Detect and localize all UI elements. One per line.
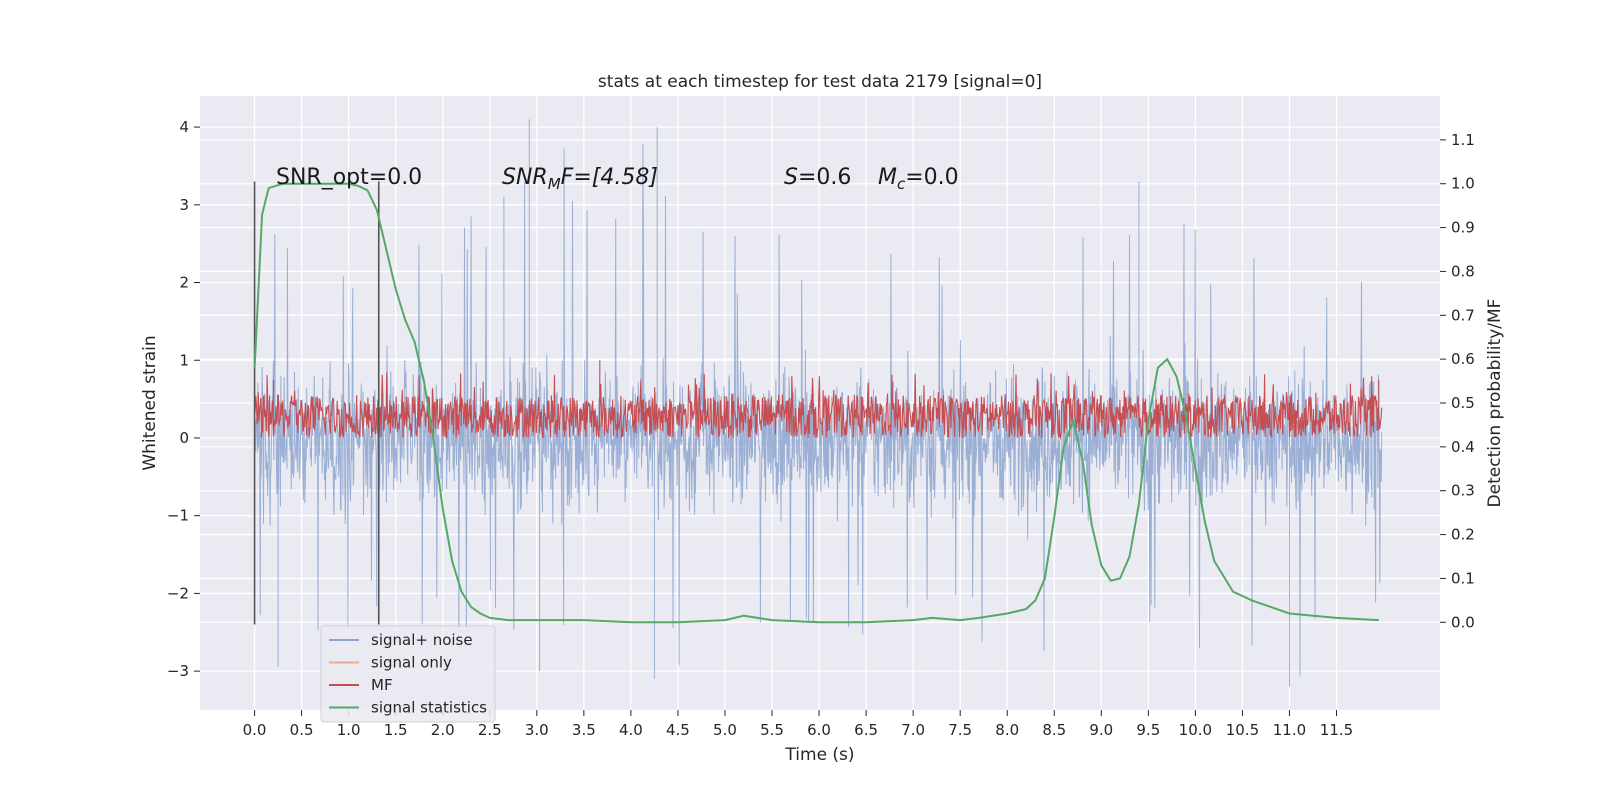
y-left-tick-label: 0 [179,429,189,447]
x-tick-label: 11.5 [1320,721,1353,739]
y-right-axis-label: Detection probability/MF [1485,299,1505,508]
y-left-tick-label: 4 [179,118,189,136]
annotation-snr-mf: SNRMF=[4.58] [502,165,658,193]
annotation-mc-sub: c [897,175,906,193]
y-right-ticks: 0.0 0.1 0.2 0.3 0.4 0.5 0.6 0.7 0.8 0.9 1.0 1.1 [1440,131,1475,631]
x-axis-label: Time (s) [784,745,854,765]
x-tick-label: 6.5 [854,721,878,739]
y-right-tick-label: 0.7 [1451,306,1475,324]
y-right-tick-label: 1.0 [1451,175,1475,193]
annotation-snr-opt: SNR_opt=0.0 [276,165,422,190]
x-ticks: 0.0 0.5 1.0 1.5 2.0 2.5 3.0 3.5 4.0 4.5 5.0 5.5 6.0 6… [243,710,1353,739]
chart-title: stats at each timestep for test data 217… [598,72,1042,92]
annotation-snr-mf-var: SNR [502,165,548,190]
legend: signal+ noise signal only MF signal statist… [320,625,496,723]
x-tick-label: 8.0 [995,721,1019,739]
legend-box [320,625,496,723]
legend-label: signal statistics [371,699,487,717]
legend-label: MF [371,676,393,694]
y-right-tick-label: 0.8 [1451,262,1475,280]
x-tick-label: 1.5 [384,721,408,739]
y-left-tick-label: −2 [167,584,189,602]
y-right-tick-label: 0.4 [1451,438,1475,456]
x-tick-label: 11.0 [1273,721,1306,739]
x-tick-label: 5.0 [713,721,737,739]
x-tick-label: 1.0 [337,721,361,739]
series-signal-noise-line [254,119,1383,687]
x-tick-label: 4.5 [666,721,690,739]
y-left-tick-label: 1 [179,351,189,369]
y-right-tick-label: 0.3 [1451,482,1475,500]
annotation-snr-mf-rest: F=[4.58] [561,165,658,190]
x-tick-label: 4.0 [619,721,643,739]
x-tick-label: 6.0 [807,721,831,739]
y-right-tick-label: 0.9 [1451,219,1475,237]
x-tick-label: 8.5 [1042,721,1066,739]
x-tick-label: 2.5 [478,721,502,739]
y-left-tick-label: −1 [167,507,189,525]
y-right-tick-label: 0.5 [1451,394,1475,412]
annotation-mc-rest: =0.0 [905,165,958,190]
y-right-tick-label: 0.2 [1451,526,1475,544]
x-tick-label: 5.5 [760,721,784,739]
x-tick-label: 7.5 [948,721,972,739]
y-left-tick-label: 2 [179,274,189,292]
y-left-tick-label: −3 [167,662,189,680]
x-tick-label: 0.5 [290,721,314,739]
x-tick-label: 10.5 [1226,721,1259,739]
x-tick-label: 7.0 [901,721,925,739]
annotation-s: S=0.6 [784,165,851,190]
series-signal-statistics-line [253,182,1379,624]
annotation-mc: Mc=0.0 [878,165,959,193]
legend-label: signal only [371,654,452,672]
y-right-tick-label: 0.0 [1451,613,1475,631]
annotation-s-rest: =0.6 [798,165,851,190]
series-mf-line [254,360,1383,440]
x-tick-label: 3.0 [525,721,549,739]
y-left-ticks: −3 −2 −1 0 1 2 3 4 [167,118,200,680]
x-tick-label: 2.0 [431,721,455,739]
x-tick-label: 0.0 [243,721,267,739]
x-tick-label: 10.0 [1179,721,1212,739]
y-right-tick-label: 0.6 [1451,350,1475,368]
x-tick-label: 9.0 [1089,721,1113,739]
annotation-s-var: S [784,165,798,190]
annotation-mc-var: M [878,165,897,190]
y-right-tick-label: 0.1 [1451,569,1475,587]
y-left-axis-label: Whitened strain [140,335,160,470]
y-right-tick-label: 1.1 [1451,131,1475,149]
data-layer [253,119,1383,687]
x-tick-label: 9.5 [1136,721,1160,739]
y-left-tick-label: 3 [179,196,189,214]
annotation-snr-mf-sub: M [548,175,561,193]
grid-layer [200,96,1440,710]
x-tick-label: 3.5 [572,721,596,739]
legend-label: signal+ noise [371,631,473,649]
